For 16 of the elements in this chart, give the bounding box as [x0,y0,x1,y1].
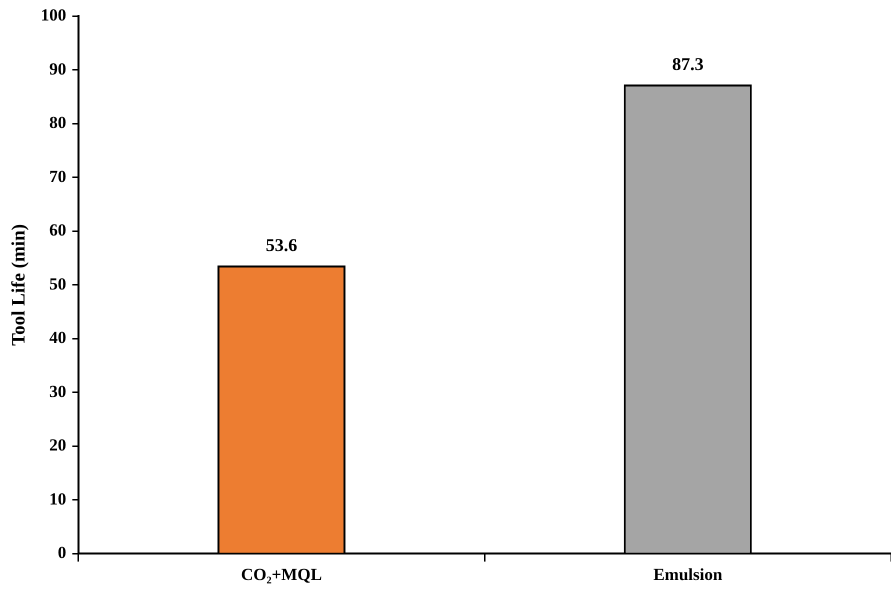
y-tick-label: 100 [40,6,66,25]
y-tick-label: 40 [49,328,66,348]
y-tick-label: 80 [49,113,66,132]
y-tick-label: 0 [58,542,66,562]
y-tick-label: 60 [49,220,66,240]
x-tick-label: CO₂+MQL [241,565,322,584]
y-tick-label: 90 [49,59,66,78]
y-tick-label: 10 [49,489,66,508]
data-label: 87.3 [672,54,704,74]
y-tick-label: 20 [49,436,66,455]
x-tick-label: Emulsion [653,565,723,584]
y-tick-label: 70 [49,166,66,186]
data-label: 53.6 [266,235,298,256]
y-tick-label: 30 [49,382,66,401]
y-axis-title: Tool Life (min) [8,224,30,346]
y-tick-label: 50 [49,274,66,294]
